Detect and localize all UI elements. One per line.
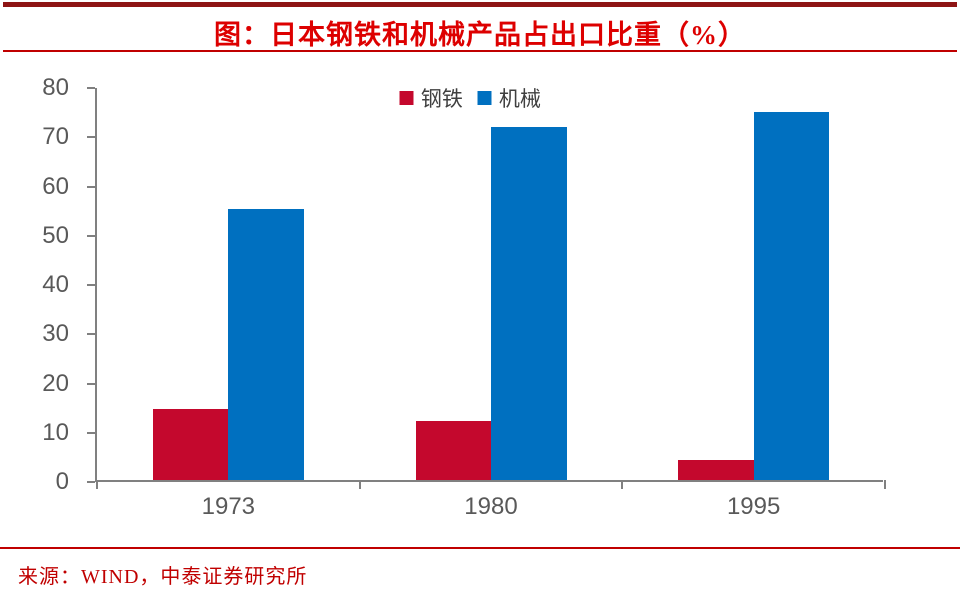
y-axis-label: 30 (42, 320, 69, 348)
legend-item-钢铁: 钢铁 (399, 83, 463, 113)
bar-机械-1995 (753, 112, 830, 480)
y-axis-tick (87, 382, 95, 385)
x-axis-label: 1973 (201, 493, 256, 520)
plot-area: 钢铁 机械 0 10 20 30 40 50 60 70 80 1973 1980 1995 (42, 76, 886, 520)
source-note: 来源：WIND，中泰证券研究所 (18, 566, 308, 588)
y-axis-label: 20 (42, 369, 69, 397)
x-axis-tick (884, 480, 886, 489)
footer-divider-rule (0, 547, 960, 549)
x-axis-tick (96, 480, 98, 489)
y-axis-label: 50 (42, 221, 69, 249)
y-axis-label: 0 (55, 468, 69, 495)
bar-机械-1980 (491, 126, 567, 480)
y-axis-tick (87, 136, 95, 139)
bar-钢铁-1973 (152, 408, 229, 480)
bar-机械-1973 (228, 209, 304, 480)
legend-item-机械: 机械 (477, 83, 541, 113)
y-axis-tick (87, 481, 95, 483)
y-axis-tick (87, 234, 95, 237)
x-axis-tick (621, 480, 624, 489)
y-axis-tick (87, 431, 95, 434)
y-axis-label: 70 (42, 123, 69, 151)
title-underline-rule (3, 50, 957, 52)
chart-legend: 钢铁 机械 (399, 83, 541, 113)
chart-title: 图：日本钢铁和机械产品占出口比重（%） (214, 20, 746, 50)
bar-钢铁-1995 (678, 460, 754, 480)
bar-钢铁-1980 (415, 420, 491, 480)
x-axis-label: 1980 (464, 493, 518, 520)
legend-label-钢铁: 钢铁 (420, 87, 463, 111)
legend-swatch-机械 (477, 91, 492, 105)
x-axis-label: 1995 (726, 493, 781, 520)
top-divider-bar (3, 2, 957, 7)
y-axis-label: 80 (42, 74, 69, 101)
legend-swatch-钢铁 (399, 91, 414, 105)
y-axis-tick (87, 185, 95, 188)
y-axis-tick (87, 333, 95, 336)
y-axis-label: 10 (42, 418, 69, 446)
legend-label-机械: 机械 (498, 87, 541, 111)
y-axis-label: 60 (42, 172, 69, 200)
y-axis-label: 40 (42, 271, 69, 298)
y-axis-tick (87, 284, 95, 286)
x-axis-tick (358, 480, 361, 489)
y-axis-tick (87, 87, 95, 89)
